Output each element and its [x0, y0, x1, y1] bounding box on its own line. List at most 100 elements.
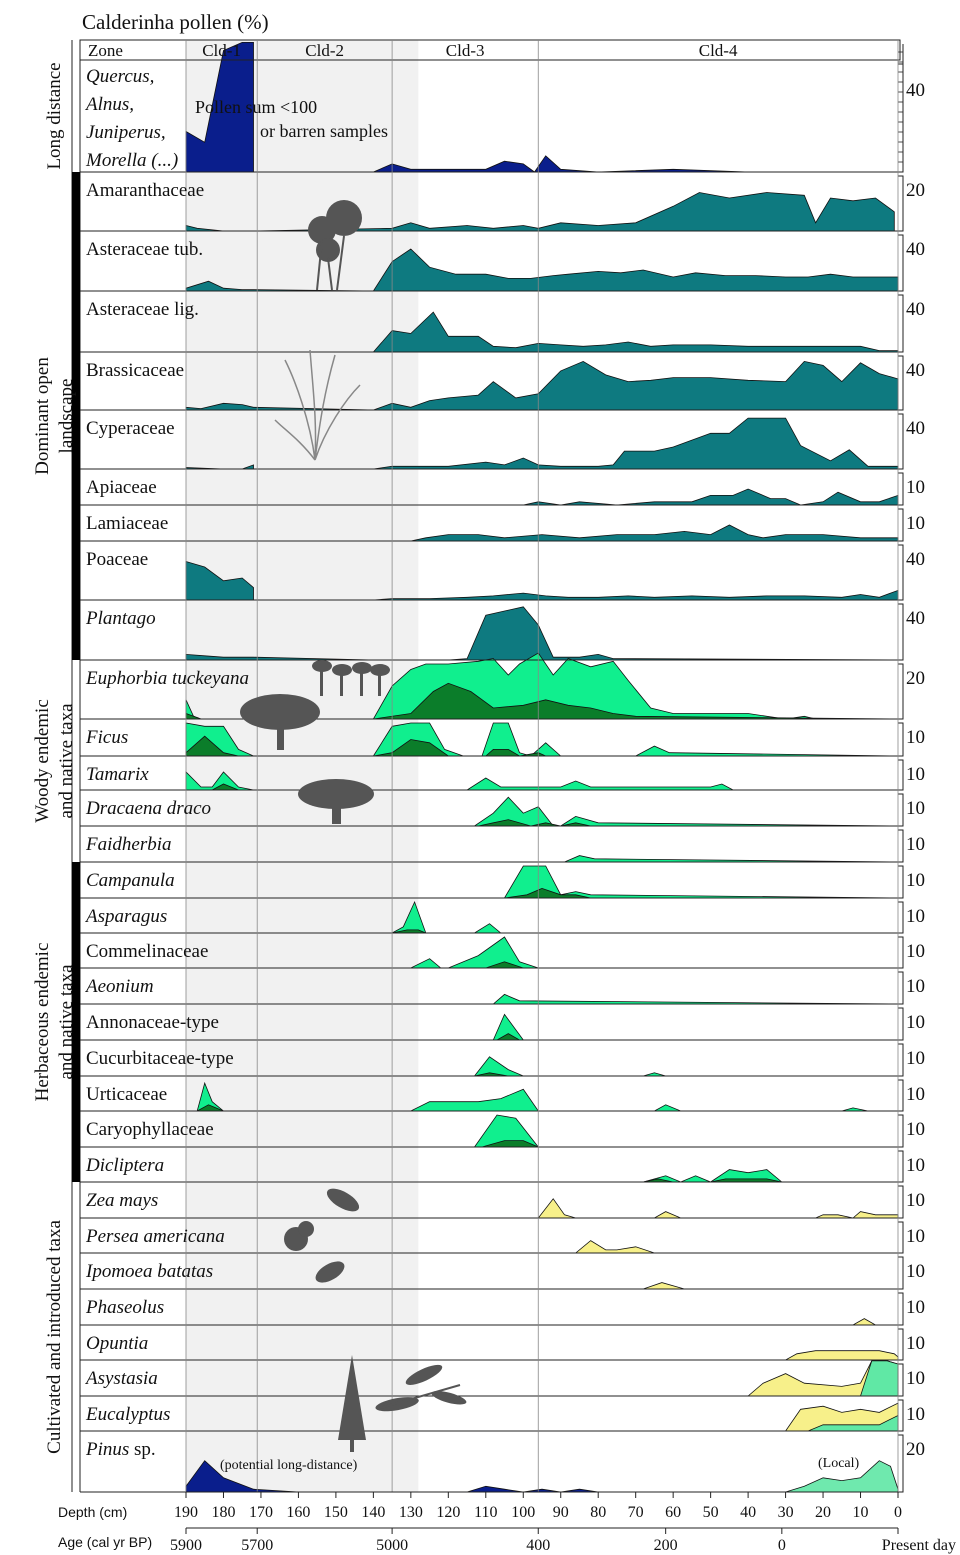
depth-axis-label: Depth (cm) [58, 1504, 127, 1520]
taxon-label-12: Tamarix [86, 764, 149, 785]
area-7 [186, 524, 899, 542]
scale-bracket-20 [898, 1043, 904, 1077]
scale-bracket-4 [898, 355, 904, 411]
area-0 [185, 42, 898, 173]
taxon-label-7: Lamiaceae [86, 513, 168, 534]
annotations: Pollen sum <100 or barren samples (potenti… [195, 97, 860, 1473]
scale-bracket-21 [898, 1079, 904, 1112]
scale-label-19: 10 [906, 1012, 925, 1033]
depth-tick-label-3: 160 [286, 1504, 310, 1521]
scale-label-25: 10 [906, 1226, 925, 1247]
scale-bracket-29 [898, 1363, 904, 1397]
taxon-label-2: Asteraceae tub. [86, 239, 203, 260]
fig-tree-icon [240, 694, 320, 750]
taxon-label-30: Eucalyptus [85, 1404, 170, 1425]
group-label-0: Long distance [44, 62, 65, 169]
scale-label-9: 40 [906, 608, 925, 629]
zone-label-0: Cld-1 [202, 41, 241, 60]
zone-label-3: Cld-4 [699, 41, 738, 60]
shaded-barren-interval [186, 40, 419, 1492]
area-8 [185, 560, 899, 601]
barren-note-line2: or barren samples [260, 121, 388, 141]
scale-bracket-27 [898, 1292, 904, 1326]
pinus-long-note: (potential long-distance) [220, 1458, 358, 1473]
depth-tick-label-2: 170 [249, 1504, 273, 1521]
taxon-label-17: Commelinaceae [86, 941, 208, 962]
scale-bracket-24 [898, 1185, 904, 1219]
scale-bracket-8 [898, 544, 904, 601]
scale-bracket-22 [898, 1114, 904, 1148]
scale-label-15: 10 [906, 870, 925, 891]
scale-bracket-28 [898, 1328, 904, 1361]
age-tick-label-2: 5000 [376, 1537, 408, 1554]
scale-label-5: 40 [906, 418, 925, 439]
avocado-icon [284, 1221, 314, 1251]
scale-bracket-16 [898, 901, 904, 934]
taxon-label-26: Ipomoea batatas [85, 1261, 213, 1282]
scale-label-27: 10 [906, 1297, 925, 1318]
group-label-line: Herbaceous endemic [32, 943, 53, 1102]
depth-tick-label-16: 30 [778, 1504, 794, 1521]
scale-label-13: 10 [906, 798, 925, 819]
taxon-label-15: Campanula [86, 870, 175, 891]
scale-bracket-17 [898, 936, 904, 969]
scale-bracket-12 [898, 759, 904, 791]
taxon-label-29: Asystasia [84, 1368, 158, 1389]
taxon-label-6: Apiaceae [86, 477, 157, 498]
pine-tree-icon [338, 1355, 366, 1452]
group-label-line: Long distance [44, 62, 65, 169]
area-light-21 [186, 1081, 898, 1112]
depth-tick-label-6: 130 [399, 1504, 423, 1521]
scale-bracket-19 [898, 1007, 904, 1041]
scale-label-24: 10 [906, 1190, 925, 1211]
scale-label-23: 10 [906, 1155, 925, 1176]
depth-tick-label-1: 180 [211, 1504, 235, 1521]
depth-tick-label-12: 70 [628, 1504, 644, 1521]
group-label-line: and native taxa [56, 703, 77, 819]
area-6 [186, 488, 899, 506]
taxon-label-line-2: Juniperus, [86, 122, 166, 143]
zone-header-label: Zone [88, 41, 123, 60]
area-9 [185, 606, 899, 661]
scale-label-20: 10 [906, 1048, 925, 1069]
taxon-label-20: Cucurbitaceae-type [86, 1048, 234, 1069]
taxon-label-1: Amaranthaceae [86, 180, 204, 201]
depth-tick-label-10: 90 [553, 1504, 569, 1521]
group-label-3: Herbaceous endemic and native taxa [32, 943, 77, 1102]
group-label-line: Woody endemic [32, 699, 53, 823]
area-dark-11 [185, 735, 898, 757]
age-tick-label-6: Present day [882, 1537, 956, 1554]
group-label-2: Woody endemic and native taxa [32, 699, 77, 823]
eucalyptus-branch-icon [375, 1364, 467, 1412]
taxon-label-14: Faidherbia [85, 834, 172, 855]
scale-bracket-11 [898, 722, 904, 757]
taxon-label-4: Brassicaceae [86, 360, 184, 381]
taxon-label-5: Cyperaceae [86, 418, 175, 439]
taxon-label-11: Ficus [85, 727, 128, 748]
scale-label-2: 40 [906, 239, 925, 260]
scale-bracket-10 [898, 663, 904, 720]
taxon-label-19: Annonaceae-type [86, 1012, 219, 1033]
taxon-label-line-1: Alnus, [84, 94, 134, 115]
scale-bracket-23 [898, 1150, 904, 1183]
depth-tick-label-0: 190 [174, 1504, 198, 1521]
silhouettes [240, 200, 467, 1452]
group-label-line: and native taxa [56, 964, 77, 1080]
scale-label-8: 40 [906, 549, 925, 570]
scale-label-31: 20 [906, 1439, 925, 1460]
scale-bracket-13 [898, 793, 904, 827]
x-axis: 190 180 170 160 150 140 130 120 110 100 90 80 70 60 50… [58, 1491, 956, 1554]
area-long-31 [185, 1460, 898, 1493]
scale-bracket-31 [898, 1434, 904, 1493]
age-tick-label-4: 200 [654, 1537, 678, 1554]
scale-label-16: 10 [906, 906, 925, 927]
taxon-label-22: Caryophyllaceae [86, 1119, 214, 1140]
daisy-icon [308, 200, 362, 291]
depth-tick-label-17: 20 [815, 1504, 831, 1521]
area-light-12 [185, 771, 898, 791]
taxon-label-24: Zea mays [86, 1190, 158, 1211]
group-label-4: Cultivated and introduced taxa [44, 1220, 65, 1454]
scale-bracket-1 [898, 175, 904, 232]
scale-label-29: 10 [906, 1368, 925, 1389]
